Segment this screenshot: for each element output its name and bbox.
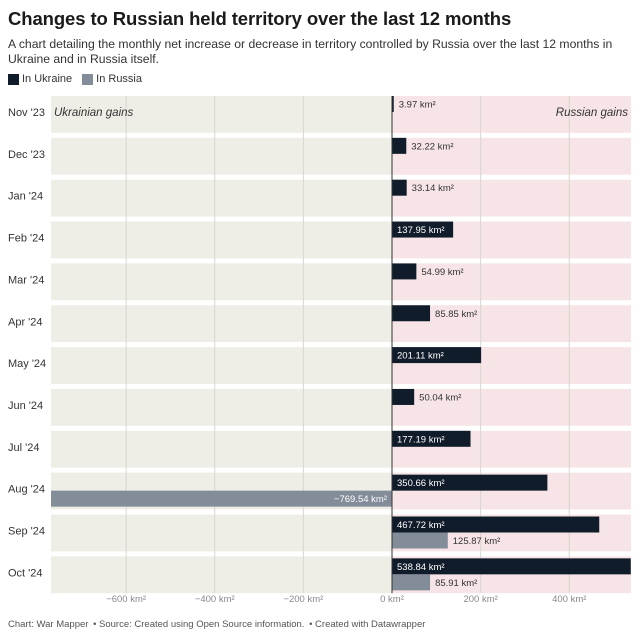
annotation-russian-gains: Russian gains: [556, 107, 628, 119]
legend-item-russia: In Russia: [82, 73, 142, 85]
bar-label-ukraine-1: 32.22 km²: [411, 141, 453, 152]
bar-ukraine-0: [392, 96, 394, 112]
bar-label-ukraine-10: 467.72 km²: [397, 520, 445, 531]
x-tick-label-2: −200 km²: [283, 594, 323, 605]
footer-created-with: • Created with Datawrapper: [309, 619, 426, 630]
bar-label-russia-11: 85.91 km²: [435, 578, 477, 589]
bar-label-ukraine-8: 177.19 km²: [397, 434, 445, 445]
legend-label-russia: In Russia: [96, 73, 142, 85]
legend-label-ukraine: In Ukraine: [22, 73, 73, 85]
bar-label-ukraine-11: 538.84 km²: [397, 562, 445, 573]
bar-ukraine-7: [392, 388, 415, 405]
row-bg-left-2: [51, 179, 392, 217]
bar-label-ukraine-7: 50.04 km²: [419, 392, 461, 403]
row-bg-left-7: [51, 388, 392, 426]
x-tick-label-1: −400 km²: [195, 594, 235, 605]
footer-source: • Source: Created using Open Source info…: [93, 619, 305, 630]
row-bg-left-1: [51, 137, 392, 175]
legend: In Ukraine In Russia: [8, 73, 142, 85]
bar-label-ukraine-6: 201.11 km²: [397, 351, 444, 362]
x-tick-label-0: −600 km²: [106, 594, 146, 605]
row-bg-left-5: [51, 305, 392, 343]
legend-swatch-ukraine: [8, 73, 19, 85]
bar-ukraine-11: [392, 558, 631, 575]
category-label-2: Jan '24: [8, 191, 43, 203]
annotation-ukrainian-gains: Ukrainian gains: [54, 107, 134, 119]
bar-russia-10: [392, 532, 448, 549]
bar-label-russia-9: −769.54 km²: [334, 494, 387, 505]
category-label-0: Nov '23: [8, 107, 45, 119]
category-label-8: Jul '24: [8, 442, 39, 454]
bar-russia-9: [51, 490, 392, 507]
category-label-3: Feb '24: [8, 233, 44, 245]
bar-label-russia-10: 125.87 km²: [453, 536, 501, 547]
category-label-11: Oct '24: [8, 567, 43, 579]
chart-subtitle: A chart detailing the monthly net increa…: [8, 37, 613, 66]
row-bg-right-4: [392, 263, 631, 301]
row-bg-right-7: [392, 388, 631, 426]
row-bg-right-1: [392, 137, 631, 175]
x-tick-label-5: 400 km²: [552, 594, 586, 605]
footer: Chart: War Mapper • Source: Created usin…: [8, 619, 427, 630]
row-bg-left-11: [51, 556, 392, 594]
category-label-6: May '24: [8, 358, 46, 370]
bar-ukraine-4: [392, 263, 417, 280]
x-tick-label-3: 0 km²: [380, 594, 404, 605]
bar-label-ukraine-3: 137.95 km²: [397, 225, 445, 236]
category-label-4: Mar '24: [8, 274, 44, 286]
category-label-10: Sep '24: [8, 526, 45, 538]
footer-credit: Chart: War Mapper: [8, 619, 89, 630]
row-bg-left-10: [51, 514, 392, 552]
bar-ukraine-1: [392, 137, 407, 154]
category-label-7: Jun '24: [8, 400, 43, 412]
category-label-5: Apr '24: [8, 316, 43, 328]
row-bg-left-4: [51, 263, 392, 301]
category-label-9: Aug '24: [8, 484, 45, 496]
category-label-1: Dec '23: [8, 149, 45, 161]
bar-ukraine-2: [392, 179, 407, 196]
row-bg-left-6: [51, 347, 392, 384]
bar-label-ukraine-0: 3.97 km²: [399, 100, 436, 111]
row-bg-left-3: [51, 221, 392, 259]
bar-ukraine-3: [392, 221, 454, 238]
legend-item-ukraine: In Ukraine: [8, 73, 72, 85]
legend-swatch-russia: [82, 73, 94, 85]
bar-ukraine-10: [392, 516, 600, 533]
bar-ukraine-6: [392, 347, 482, 364]
bar-label-ukraine-2: 33.14 km²: [412, 183, 454, 194]
chart-title: Changes to Russian held territory over t…: [8, 8, 512, 29]
bar-label-ukraine-5: 85.85 km²: [435, 309, 477, 320]
row-bg-right-2: [392, 179, 631, 217]
bar-ukraine-9: [392, 474, 548, 491]
row-bg-right-5: [392, 305, 631, 343]
x-tick-label-4: 200 km²: [463, 594, 497, 605]
bar-ukraine-5: [392, 305, 431, 322]
bar-russia-11: [392, 574, 431, 591]
bar-ukraine-8: [392, 430, 471, 447]
bar-label-ukraine-4: 54.99 km²: [421, 267, 463, 278]
row-bg-right-0: [392, 96, 631, 133]
row-bg-left-0: [51, 96, 392, 133]
row-bg-left-8: [51, 430, 392, 468]
bar-label-ukraine-9: 350.66 km²: [397, 478, 445, 489]
